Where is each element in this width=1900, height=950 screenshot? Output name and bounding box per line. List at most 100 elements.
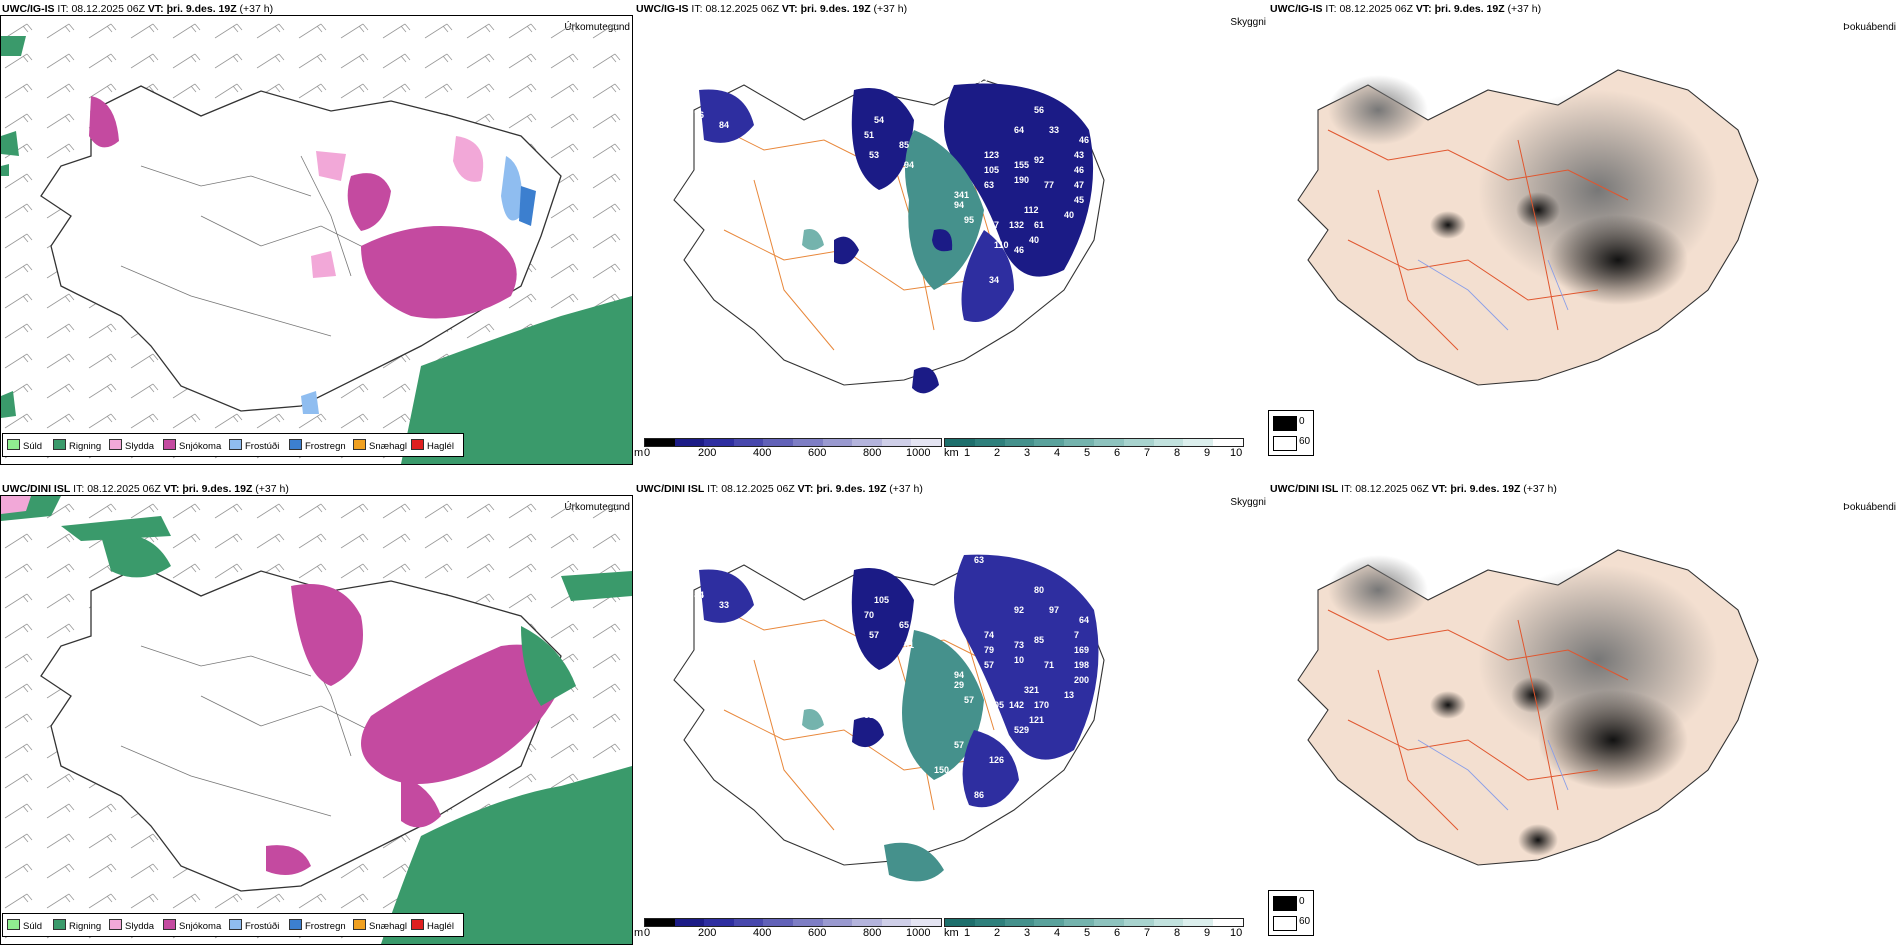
legend-item: Snjókoma bbox=[163, 439, 221, 452]
ceiling-value-label: 71 bbox=[1044, 660, 1055, 670]
panel-title: Þokuábendi bbox=[1843, 22, 1896, 33]
scale-swatch bbox=[792, 919, 823, 926]
vt-label: VT: bbox=[797, 483, 814, 495]
scale-tick: 0 bbox=[644, 927, 651, 939]
panel-header: UWC/IG-IS IT: 08.12.2025 06Z VT: þri. 9.… bbox=[1270, 3, 1541, 15]
ceiling-value-label: 319 bbox=[884, 805, 900, 815]
panel-header: UWC/DINI ISL IT: 08.12.2025 06Z VT: þri.… bbox=[636, 483, 923, 495]
ceiling-value-label: 73 bbox=[709, 555, 720, 565]
legend-swatch bbox=[109, 919, 122, 930]
fog-legend-dark-swatch bbox=[1273, 896, 1297, 911]
scale-swatch bbox=[1213, 919, 1243, 926]
ceiling-value-label: 529 bbox=[1014, 725, 1030, 735]
ceiling-value-label: 57 bbox=[869, 630, 880, 640]
scale-swatch bbox=[881, 919, 912, 926]
scale-swatch bbox=[1183, 919, 1214, 926]
scale-swatch bbox=[674, 919, 705, 926]
scale-tick: 2 bbox=[994, 927, 1001, 939]
ceiling-value-label: 70 bbox=[864, 610, 875, 620]
vt-value: þri. 9.des. 19Z bbox=[800, 3, 871, 15]
ceiling-scale bbox=[644, 438, 942, 447]
legend-label: Snæhagl bbox=[369, 921, 408, 932]
ceiling-value-label: 45 bbox=[1074, 195, 1085, 205]
scale-swatch bbox=[852, 919, 882, 926]
scale-swatch bbox=[645, 919, 675, 926]
ceiling-value-label: 270 bbox=[884, 740, 900, 750]
ceiling-value-label: 64 bbox=[1079, 615, 1090, 625]
map-frame bbox=[0, 495, 633, 945]
ceiling-value-label: 321 bbox=[1024, 685, 1040, 695]
it-value: 08.12.2025 06Z bbox=[1339, 3, 1413, 15]
model-name: UWC/DINI ISL bbox=[2, 483, 71, 495]
ceiling-value-label: 190 bbox=[1014, 175, 1030, 185]
scale-swatch bbox=[911, 919, 941, 926]
ceiling-value-label: 40 bbox=[1029, 235, 1040, 245]
ceiling-value-label: 142 bbox=[1009, 700, 1025, 710]
legend-item: Snæhagl bbox=[353, 919, 407, 932]
precip-map bbox=[1, 16, 632, 464]
ceiling-value-label: 41 bbox=[884, 325, 895, 335]
it-label: IT: bbox=[691, 3, 703, 15]
lead-time: (+37 h) bbox=[239, 3, 274, 15]
scale-swatch bbox=[1183, 439, 1214, 446]
ceiling-value-label: 170 bbox=[1034, 700, 1050, 710]
ceiling-value-labels: 133 56 99 76 84 54 51 53 85 94 122 56 64 33 46 43 46 47 45… bbox=[634, 30, 1268, 440]
scale-tick: 4 bbox=[1054, 927, 1061, 939]
vt-label: VT: bbox=[147, 3, 164, 15]
ceiling-value-label: 110 bbox=[844, 690, 859, 700]
scale-tick: 2 bbox=[994, 447, 1001, 459]
visibility-scale-ticks: km 1 2 3 4 5 6 7 8 9 10 bbox=[634, 927, 1268, 941]
scale-tick: 6 bbox=[1114, 927, 1121, 939]
ceiling-value-label: 81 bbox=[904, 640, 915, 650]
ceiling-value-label: 94 bbox=[954, 670, 965, 680]
scale-tick: 200 bbox=[698, 447, 717, 459]
scale-tick: 8 bbox=[1174, 447, 1181, 459]
legend-swatch bbox=[229, 439, 242, 450]
scale-swatch bbox=[974, 919, 1005, 926]
scale-tick: 0 bbox=[644, 447, 651, 459]
scale-swatch bbox=[1153, 439, 1184, 446]
scale-swatch bbox=[1123, 439, 1154, 446]
precip-type-panel-top: UWC/IG-IS IT: 08.12.2025 06Z VT: þri. 9.… bbox=[0, 0, 634, 470]
legend-label: Frostúði bbox=[245, 441, 280, 452]
ceiling-value-label: 85 bbox=[1034, 635, 1045, 645]
scale-tick: 9 bbox=[1204, 927, 1211, 939]
scale-tick: 3 bbox=[1024, 447, 1031, 459]
panel-header: UWC/DINI ISL IT: 08.12.2025 06Z VT: þri.… bbox=[1270, 483, 1557, 495]
scale-swatch bbox=[1034, 439, 1065, 446]
ceiling-value-label: 105 bbox=[874, 595, 890, 605]
scale-tick: 10 bbox=[1230, 447, 1243, 459]
fog-legend-min: 60 bbox=[1299, 916, 1311, 927]
ceiling-value-label: 61 bbox=[1034, 220, 1045, 230]
scale-swatch bbox=[974, 439, 1005, 446]
scale-tick: 5 bbox=[1084, 447, 1091, 459]
ceiling-value-label: 57 bbox=[954, 740, 965, 750]
scale-tick: 600 bbox=[808, 927, 827, 939]
it-label: IT: bbox=[1341, 483, 1353, 495]
legend-label: Haglél bbox=[427, 441, 454, 452]
legend-item: Snæhagl bbox=[353, 439, 407, 452]
ceiling-value-label: 79 bbox=[984, 645, 995, 655]
panel-header: UWC/DINI ISL IT: 08.12.2025 06Z VT: þri.… bbox=[2, 483, 289, 495]
ceiling-value-label: 46 bbox=[1014, 245, 1025, 255]
legend-item: Rigning bbox=[53, 919, 101, 932]
vt-label: VT: bbox=[1415, 3, 1432, 15]
ceiling-value-label: 34 bbox=[989, 275, 1000, 285]
ceiling-value-label: 133 bbox=[709, 75, 725, 85]
ceiling-value-label: 76 bbox=[694, 110, 705, 120]
legend-label: Slydda bbox=[125, 921, 155, 932]
ceiling-value-label: 41 bbox=[834, 810, 845, 820]
ceiling-scale-ticks: m 0 200 400 600 800 1000 bbox=[634, 927, 954, 941]
precip-type-panel-bottom: UWC/DINI ISL IT: 08.12.2025 06Z VT: þri.… bbox=[0, 480, 634, 950]
fog-legend-max: 0 bbox=[1299, 416, 1305, 427]
legend-swatch bbox=[411, 439, 424, 450]
ceiling-value-label: 123 bbox=[984, 150, 1000, 160]
scale-swatch bbox=[822, 919, 853, 926]
legend-swatch bbox=[289, 439, 302, 450]
it-value: 08.12.2025 06Z bbox=[71, 3, 145, 15]
scale-tick: 400 bbox=[753, 927, 772, 939]
scale-swatch bbox=[852, 439, 882, 446]
scale-swatch bbox=[1213, 439, 1243, 446]
vt-value: þri. 9.des. 19Z bbox=[1434, 3, 1505, 15]
scale-swatch bbox=[1064, 439, 1094, 446]
